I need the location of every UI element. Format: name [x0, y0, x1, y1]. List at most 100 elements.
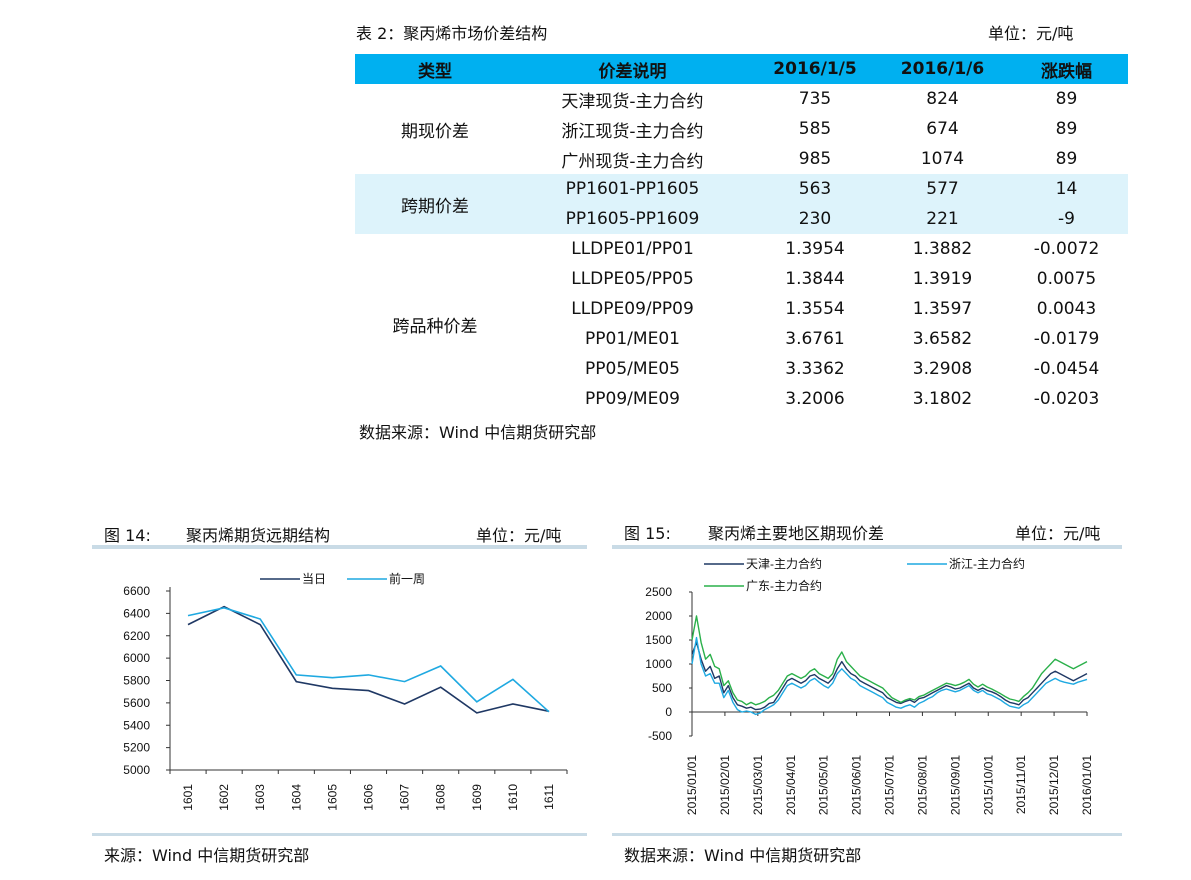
header-date2: 2016/1/6 — [880, 54, 1005, 84]
x-tick-label: 1603 — [253, 784, 267, 811]
table-row: LLDPE05/PP05 1.3844 1.3919 0.0075 — [355, 264, 1128, 294]
table-row: 跨品种价差 LLDPE01/PP01 1.3954 1.3882 -0.0072 — [355, 234, 1128, 337]
change-cell: 89 — [1055, 149, 1078, 169]
legend-label: 天津-主力合约 — [746, 556, 822, 571]
fig14-source: 来源：Wind 中信期货研究部 — [104, 846, 310, 865]
fig14-axes: 5000 5200 5400 5600 5800 6000 6200 6400 6600 1601… — [123, 584, 568, 811]
fig14-unit: 单位：元/吨 — [476, 526, 562, 545]
fig14-bottom-rule — [92, 833, 587, 836]
y-tick-label: 6600 — [123, 584, 150, 598]
table-source: 数据来源：Wind 中信期货研究部 — [359, 423, 597, 442]
header-change: 涨跌幅 — [1005, 54, 1128, 84]
desc-cell: PP1605-PP1609 — [515, 204, 750, 234]
fig15-axes: -500 0 500 1000 1500 2000 2500 2015/01/01 2015/0… — [645, 585, 1094, 815]
y-tick-label: 6200 — [123, 629, 150, 643]
x-tick-label: 2015/05/01 — [817, 755, 831, 815]
spread-structure-table: 类型 价差说明 2016/1/5 2016/1/6 涨跌幅 期现价差 天津现货-… — [355, 54, 1128, 414]
y-tick-label: 1000 — [645, 657, 672, 671]
y-tick-label: 6400 — [123, 606, 150, 620]
x-tick-label: 1606 — [362, 784, 376, 811]
table-row: 期现价差 天津现货-主力合约 735 824 89 — [355, 84, 1128, 142]
fig15-chart: -500 0 500 1000 1500 2000 2500 2015/01/01 2015/0… — [645, 556, 1094, 815]
x-tick-label: 2015/06/01 — [850, 755, 864, 815]
value1-cell: 3.2006 — [785, 389, 845, 409]
fig15-source: 数据来源：Wind 中信期货研究部 — [624, 846, 862, 865]
change-cell: -0.0203 — [1033, 389, 1100, 409]
y-tick-label: 5400 — [123, 718, 150, 732]
fig15-bottom-rule — [612, 833, 1122, 836]
series-line — [691, 641, 1088, 711]
desc-cell: 天津现货-主力合约 — [561, 91, 704, 112]
value1-cell: 1.3844 — [785, 269, 845, 289]
table-row: PP01/ME01 3.6761 3.6582 -0.0179 — [355, 324, 1128, 354]
x-tick-label: 2015/01/01 — [685, 755, 699, 815]
table-header-row: 类型 价差说明 2016/1/5 2016/1/6 涨跌幅 — [355, 54, 1128, 84]
value1-cell: 735 — [798, 89, 832, 109]
table-row: PP09/ME09 3.2006 3.1802 -0.0203 — [355, 384, 1128, 414]
change-cell: -9 — [1005, 204, 1128, 234]
change-cell: 14 — [1005, 174, 1128, 204]
fig14-legend: 当日 前一周 — [260, 571, 425, 586]
legend-label: 当日 — [302, 572, 326, 586]
table-row: PP05/ME05 3.3362 3.2908 -0.0454 — [355, 354, 1128, 384]
y-tick-label: 2000 — [645, 609, 672, 623]
x-tick-label: 1611 — [542, 784, 556, 810]
table-unit: 单位：元/吨 — [988, 24, 1074, 43]
table-caption: 表 2：聚丙烯市场价差结构 — [356, 24, 548, 43]
type-cell: 跨品种价差 — [392, 316, 478, 337]
desc-cell: LLDPE09/PP09 — [571, 299, 694, 319]
fig14-chart: 5000 5200 5400 5600 5800 6000 6200 6400 6600 1601… — [123, 571, 568, 811]
type-cell: 跨期价差 — [355, 174, 515, 234]
legend-label: 浙江-主力合约 — [949, 556, 1025, 571]
x-tick-label: 2015/07/01 — [883, 755, 897, 815]
table-row: 浙江现货-主力合约 585 674 89 — [355, 114, 1128, 144]
change-cell: -0.0454 — [1033, 359, 1100, 379]
x-tick-label: 2015/08/01 — [915, 755, 929, 815]
series-line — [691, 615, 1088, 706]
y-tick-label: -500 — [648, 729, 672, 743]
x-tick-label: 1608 — [434, 784, 448, 811]
value2-cell: 3.6582 — [912, 329, 973, 349]
y-tick-label: 0 — [665, 705, 672, 719]
y-tick-label: 5800 — [123, 674, 150, 688]
change-cell: 0.0043 — [1036, 299, 1097, 319]
x-tick-label: 1609 — [470, 784, 484, 811]
value2-cell: 674 — [926, 119, 959, 139]
table-row: 广州现货-主力合约 985 1074 89 — [355, 144, 1128, 174]
x-tick-label: 2015/12/01 — [1047, 755, 1061, 815]
change-cell: 89 — [1055, 119, 1078, 139]
table-row: LLDPE09/PP09 1.3554 1.3597 0.0043 — [355, 294, 1128, 324]
legend-label: 广东-主力合约 — [746, 578, 822, 593]
x-tick-label: 1602 — [217, 784, 231, 811]
y-tick-label: 2500 — [645, 585, 672, 599]
value1-cell: 985 — [798, 149, 832, 169]
desc-cell: PP01/ME01 — [585, 329, 680, 349]
value1-cell: 1.3954 — [785, 239, 845, 259]
y-tick-label: 5000 — [123, 763, 150, 777]
y-tick-label: 5200 — [123, 741, 150, 755]
x-tick-label: 2016/01/01 — [1080, 755, 1094, 815]
table-row: PP1605-PP1609 230 221 -9 — [355, 204, 1128, 234]
fig14-title: 聚丙烯期货远期结构 — [186, 526, 331, 545]
fig15-label: 图 15: — [624, 524, 671, 543]
type-cell: 期现价差 — [401, 121, 469, 142]
legend-label: 前一周 — [389, 571, 425, 586]
fig15-series — [691, 615, 1088, 716]
desc-cell: 浙江现货-主力合约 — [561, 121, 704, 142]
header-desc: 价差说明 — [515, 54, 750, 84]
y-tick-label: 1500 — [645, 633, 672, 647]
value2-cell: 1.3919 — [912, 269, 973, 289]
x-tick-label: 2015/02/01 — [718, 755, 732, 815]
x-tick-label: 2015/09/01 — [948, 755, 962, 815]
y-tick-label: 6000 — [123, 651, 150, 665]
x-tick-label: 1605 — [325, 784, 339, 811]
value2-cell: 3.1802 — [912, 389, 973, 409]
value1-cell: 1.3554 — [785, 299, 845, 319]
header-type: 类型 — [355, 54, 515, 84]
value1-cell: 230 — [750, 204, 880, 234]
change-cell: -0.0072 — [1033, 239, 1100, 259]
series-line — [187, 605, 550, 714]
x-tick-label: 2015/04/01 — [784, 755, 798, 815]
header-date1: 2016/1/5 — [750, 54, 880, 84]
